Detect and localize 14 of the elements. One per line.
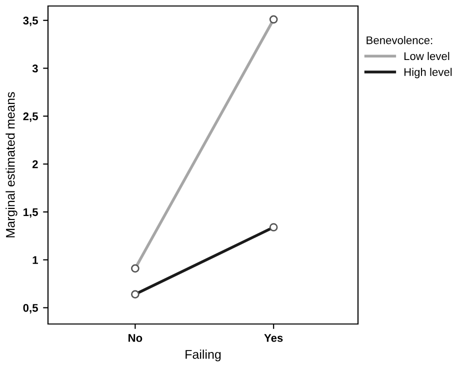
y-tick-label: 3,5 (23, 16, 38, 26)
y-tick-label: 2,5 (23, 112, 38, 122)
legend-label: High level (404, 68, 452, 78)
y-tick-label: 2 (32, 160, 38, 168)
y-axis-title: Marginal estimated means (6, 92, 18, 238)
y-tick-label: 1,5 (24, 208, 38, 218)
y-tick-label: 3 (32, 64, 38, 72)
y-tick-label: 1 (32, 256, 38, 264)
legend-label: Low level (404, 52, 450, 60)
x-tick-label: No (128, 334, 142, 342)
x-tick-label: Yes (264, 334, 283, 342)
y-tick-label: 0,5 (23, 304, 38, 314)
x-axis-title: Failing (186, 350, 221, 362)
legend-title: Benevolence: (366, 36, 432, 44)
